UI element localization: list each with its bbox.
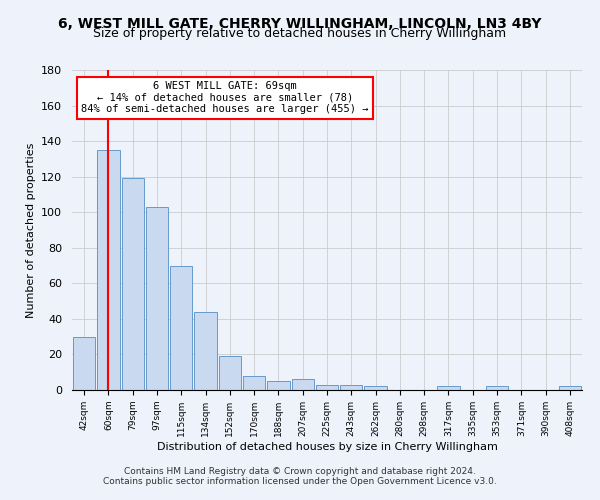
Text: Size of property relative to detached houses in Cherry Willingham: Size of property relative to detached ho… (94, 28, 506, 40)
Bar (73, 336, 95, 390)
Bar (194, 312, 217, 390)
Y-axis label: Number of detached properties: Number of detached properties (26, 142, 35, 318)
Bar (218, 356, 241, 390)
Bar (170, 266, 193, 390)
Text: 6, WEST MILL GATE, CHERRY WILLINGHAM, LINCOLN, LN3 4BY: 6, WEST MILL GATE, CHERRY WILLINGHAM, LI… (58, 18, 542, 32)
Bar (437, 386, 460, 390)
Bar (292, 380, 314, 390)
Bar (243, 376, 265, 390)
Bar (146, 207, 168, 390)
Text: Contains HM Land Registry data © Crown copyright and database right 2024.: Contains HM Land Registry data © Crown c… (124, 467, 476, 476)
Bar (122, 178, 144, 390)
Text: 6 WEST MILL GATE: 69sqm
← 14% of detached houses are smaller (78)
84% of semi-de: 6 WEST MILL GATE: 69sqm ← 14% of detache… (81, 81, 369, 114)
Text: Contains public sector information licensed under the Open Government Licence v3: Contains public sector information licen… (103, 477, 497, 486)
Bar (316, 384, 338, 390)
Bar (364, 386, 387, 390)
Bar (559, 386, 581, 390)
Bar (267, 381, 290, 390)
Bar (340, 384, 362, 390)
Bar (486, 386, 508, 390)
X-axis label: Distribution of detached houses by size in Cherry Willingham: Distribution of detached houses by size … (157, 442, 497, 452)
Bar (97, 150, 119, 390)
